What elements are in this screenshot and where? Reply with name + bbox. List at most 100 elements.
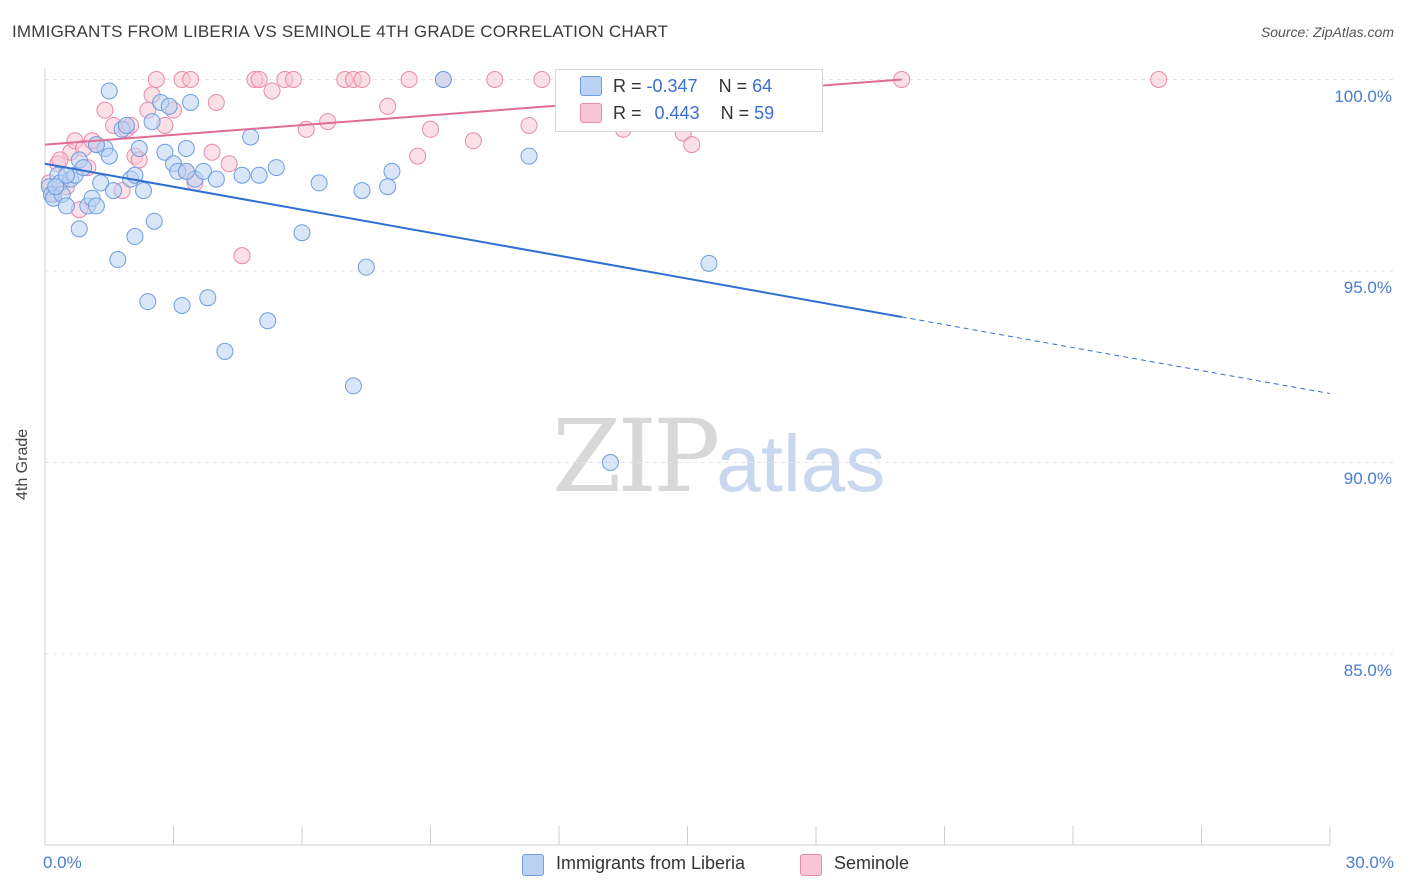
legend-r-value: 0.443 (654, 103, 700, 123)
liberia-point (47, 178, 65, 196)
seminole-point (400, 71, 418, 88)
liberia-point (353, 182, 371, 200)
liberia-point (117, 116, 135, 134)
liberia-trend-line (44, 162, 902, 318)
legend-r-value: -0.347 (646, 76, 698, 96)
liberia-point (75, 159, 93, 177)
liberia-point (143, 113, 161, 131)
liberia-point (173, 296, 191, 314)
seminole-point (250, 71, 268, 88)
liberia-point (601, 454, 619, 471)
liberia-point (383, 162, 401, 180)
chart-title: IMMIGRANTS FROM LIBERIA VS SEMINOLE 4TH … (12, 22, 669, 41)
series-swatch-blue (522, 854, 544, 876)
liberia-point (310, 174, 328, 192)
seminole-point (233, 247, 251, 265)
legend-swatch-blue (580, 76, 602, 96)
liberia-point (357, 258, 375, 276)
seminole-point (1150, 71, 1168, 88)
liberia-point (182, 93, 200, 111)
y-tick-label-95: 95.0% (1343, 278, 1392, 297)
liberia-point (57, 166, 75, 184)
y-tick-label-100: 100.0% (1334, 87, 1392, 106)
zipatlas-watermark: ZIPatlas (552, 398, 885, 515)
seminole-point (379, 97, 397, 115)
liberia-point (145, 212, 163, 230)
liberia-point (207, 170, 225, 188)
seminole-point (284, 71, 302, 88)
seminole-point (422, 120, 439, 138)
liberia-point (156, 143, 174, 161)
seminole-point (182, 71, 200, 88)
seminole-point (533, 71, 551, 88)
legend-r-label: R = (613, 103, 642, 123)
liberia-point (130, 139, 148, 157)
seminole-point (220, 155, 238, 173)
liberia-point (135, 182, 153, 200)
liberia-point (520, 147, 538, 165)
liberia-point (700, 254, 718, 272)
gridlines (45, 79, 1395, 655)
liberia-point (250, 166, 268, 184)
series-legend-liberia[interactable]: Immigrants from Liberia (522, 853, 746, 876)
seminole-point (353, 71, 371, 88)
seminole-point (263, 82, 281, 100)
seminole-point (409, 147, 427, 165)
legend-swatch-pink (580, 103, 602, 123)
y-tick-label-85: 85.0% (1343, 661, 1392, 680)
liberia-trend-extension (901, 316, 1331, 395)
correlation-legend: R = -0.347 N = 64 R = 0.443 N = 59 (555, 69, 823, 132)
legend-n-value: 64 (752, 76, 773, 96)
liberia-point (109, 251, 127, 269)
seminole-point (486, 71, 504, 88)
liberia-point (267, 159, 285, 177)
liberia-point (100, 147, 118, 165)
liberia-point (139, 293, 157, 311)
seminole-point (203, 143, 221, 161)
liberia-point (105, 182, 123, 200)
legend-n-label: N = (718, 76, 748, 96)
series-label: Immigrants from Liberia (556, 853, 746, 873)
liberia-point (194, 162, 212, 180)
seminole-point (683, 136, 701, 154)
watermark-zip: ZIP (552, 398, 720, 515)
series-swatch-pink (800, 854, 822, 876)
x-tick-label-max: 30.0% (1345, 853, 1394, 872)
axes (44, 68, 1331, 846)
liberia-point (92, 174, 110, 192)
liberia-point (242, 128, 260, 146)
liberia-point (344, 377, 362, 395)
liberia-point (379, 178, 397, 196)
legend-row-seminole: R = 0.443 N = 59 (580, 103, 775, 124)
legend-r-label: R = (613, 76, 642, 96)
liberia-point (177, 162, 195, 180)
series-legend-seminole[interactable]: Seminole (800, 853, 910, 876)
source-credit: Source: ZipAtlas.com (1260, 24, 1394, 40)
seminole-point (319, 113, 337, 131)
y-tick-label-90: 90.0% (1343, 469, 1392, 488)
seminole-point (464, 132, 482, 150)
liberia-point (199, 289, 217, 307)
liberia-point (160, 97, 178, 115)
legend-n-value: 59 (754, 103, 775, 123)
liberia-point (100, 82, 118, 100)
legend-n-label: N = (720, 103, 750, 123)
liberia-point (233, 166, 251, 184)
liberia-point (434, 71, 452, 88)
series-label: Seminole (834, 853, 910, 873)
liberia-point (293, 224, 311, 242)
seminole-point (207, 93, 225, 111)
liberia-point (70, 220, 88, 238)
legend-row-liberia: R = -0.347 N = 64 (580, 76, 773, 97)
liberia-point (87, 197, 105, 215)
liberia-point (126, 228, 144, 246)
seminole-point (96, 101, 114, 119)
seminole-point (147, 71, 165, 88)
watermark-atlas: atlas (716, 419, 886, 508)
liberia-points (40, 71, 718, 471)
liberia-point (177, 139, 195, 157)
liberia-point (259, 312, 277, 330)
liberia-point (216, 342, 234, 360)
x-tick-label-min: 0.0% (43, 853, 82, 872)
